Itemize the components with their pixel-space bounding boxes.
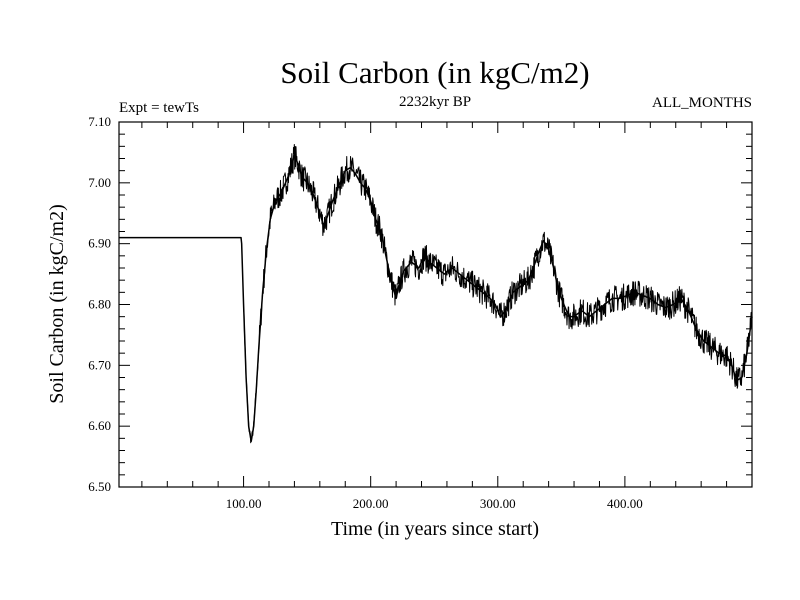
y-tick-label: 6.50 [88, 479, 111, 494]
x-tick-label: 100.00 [226, 496, 262, 511]
y-tick-label: 6.60 [88, 418, 111, 433]
y-tick-label: 6.90 [88, 236, 111, 251]
y-axis-label: Soil Carbon (in kgC/m2) [46, 204, 68, 403]
subtitle-right: ALL_MONTHS [652, 95, 752, 111]
subtitle-left: Expt = tewTs [119, 100, 199, 116]
x-tick-label: 300.00 [480, 496, 516, 511]
series-variability-band [243, 143, 753, 444]
y-tick-label: 6.70 [88, 357, 111, 372]
chart-title: Soil Carbon (in kgC/m2) [280, 55, 589, 90]
x-tick-label: 400.00 [607, 496, 643, 511]
y-tick-label: 7.00 [88, 175, 111, 190]
axis-ticks [119, 121, 752, 488]
plot-frame [118, 121, 753, 488]
x-tick-label: 200.00 [353, 496, 389, 511]
y-tick-label: 7.10 [88, 114, 111, 129]
x-axis-label: Time (in years since start) [331, 518, 539, 540]
subtitle-center: 2232kyr BP [399, 94, 471, 110]
tick-labels: 100.00 200.00 300.00 400.00 6.50 6.60 6.70 6.80… [88, 114, 643, 511]
y-tick-label: 6.80 [88, 297, 111, 312]
